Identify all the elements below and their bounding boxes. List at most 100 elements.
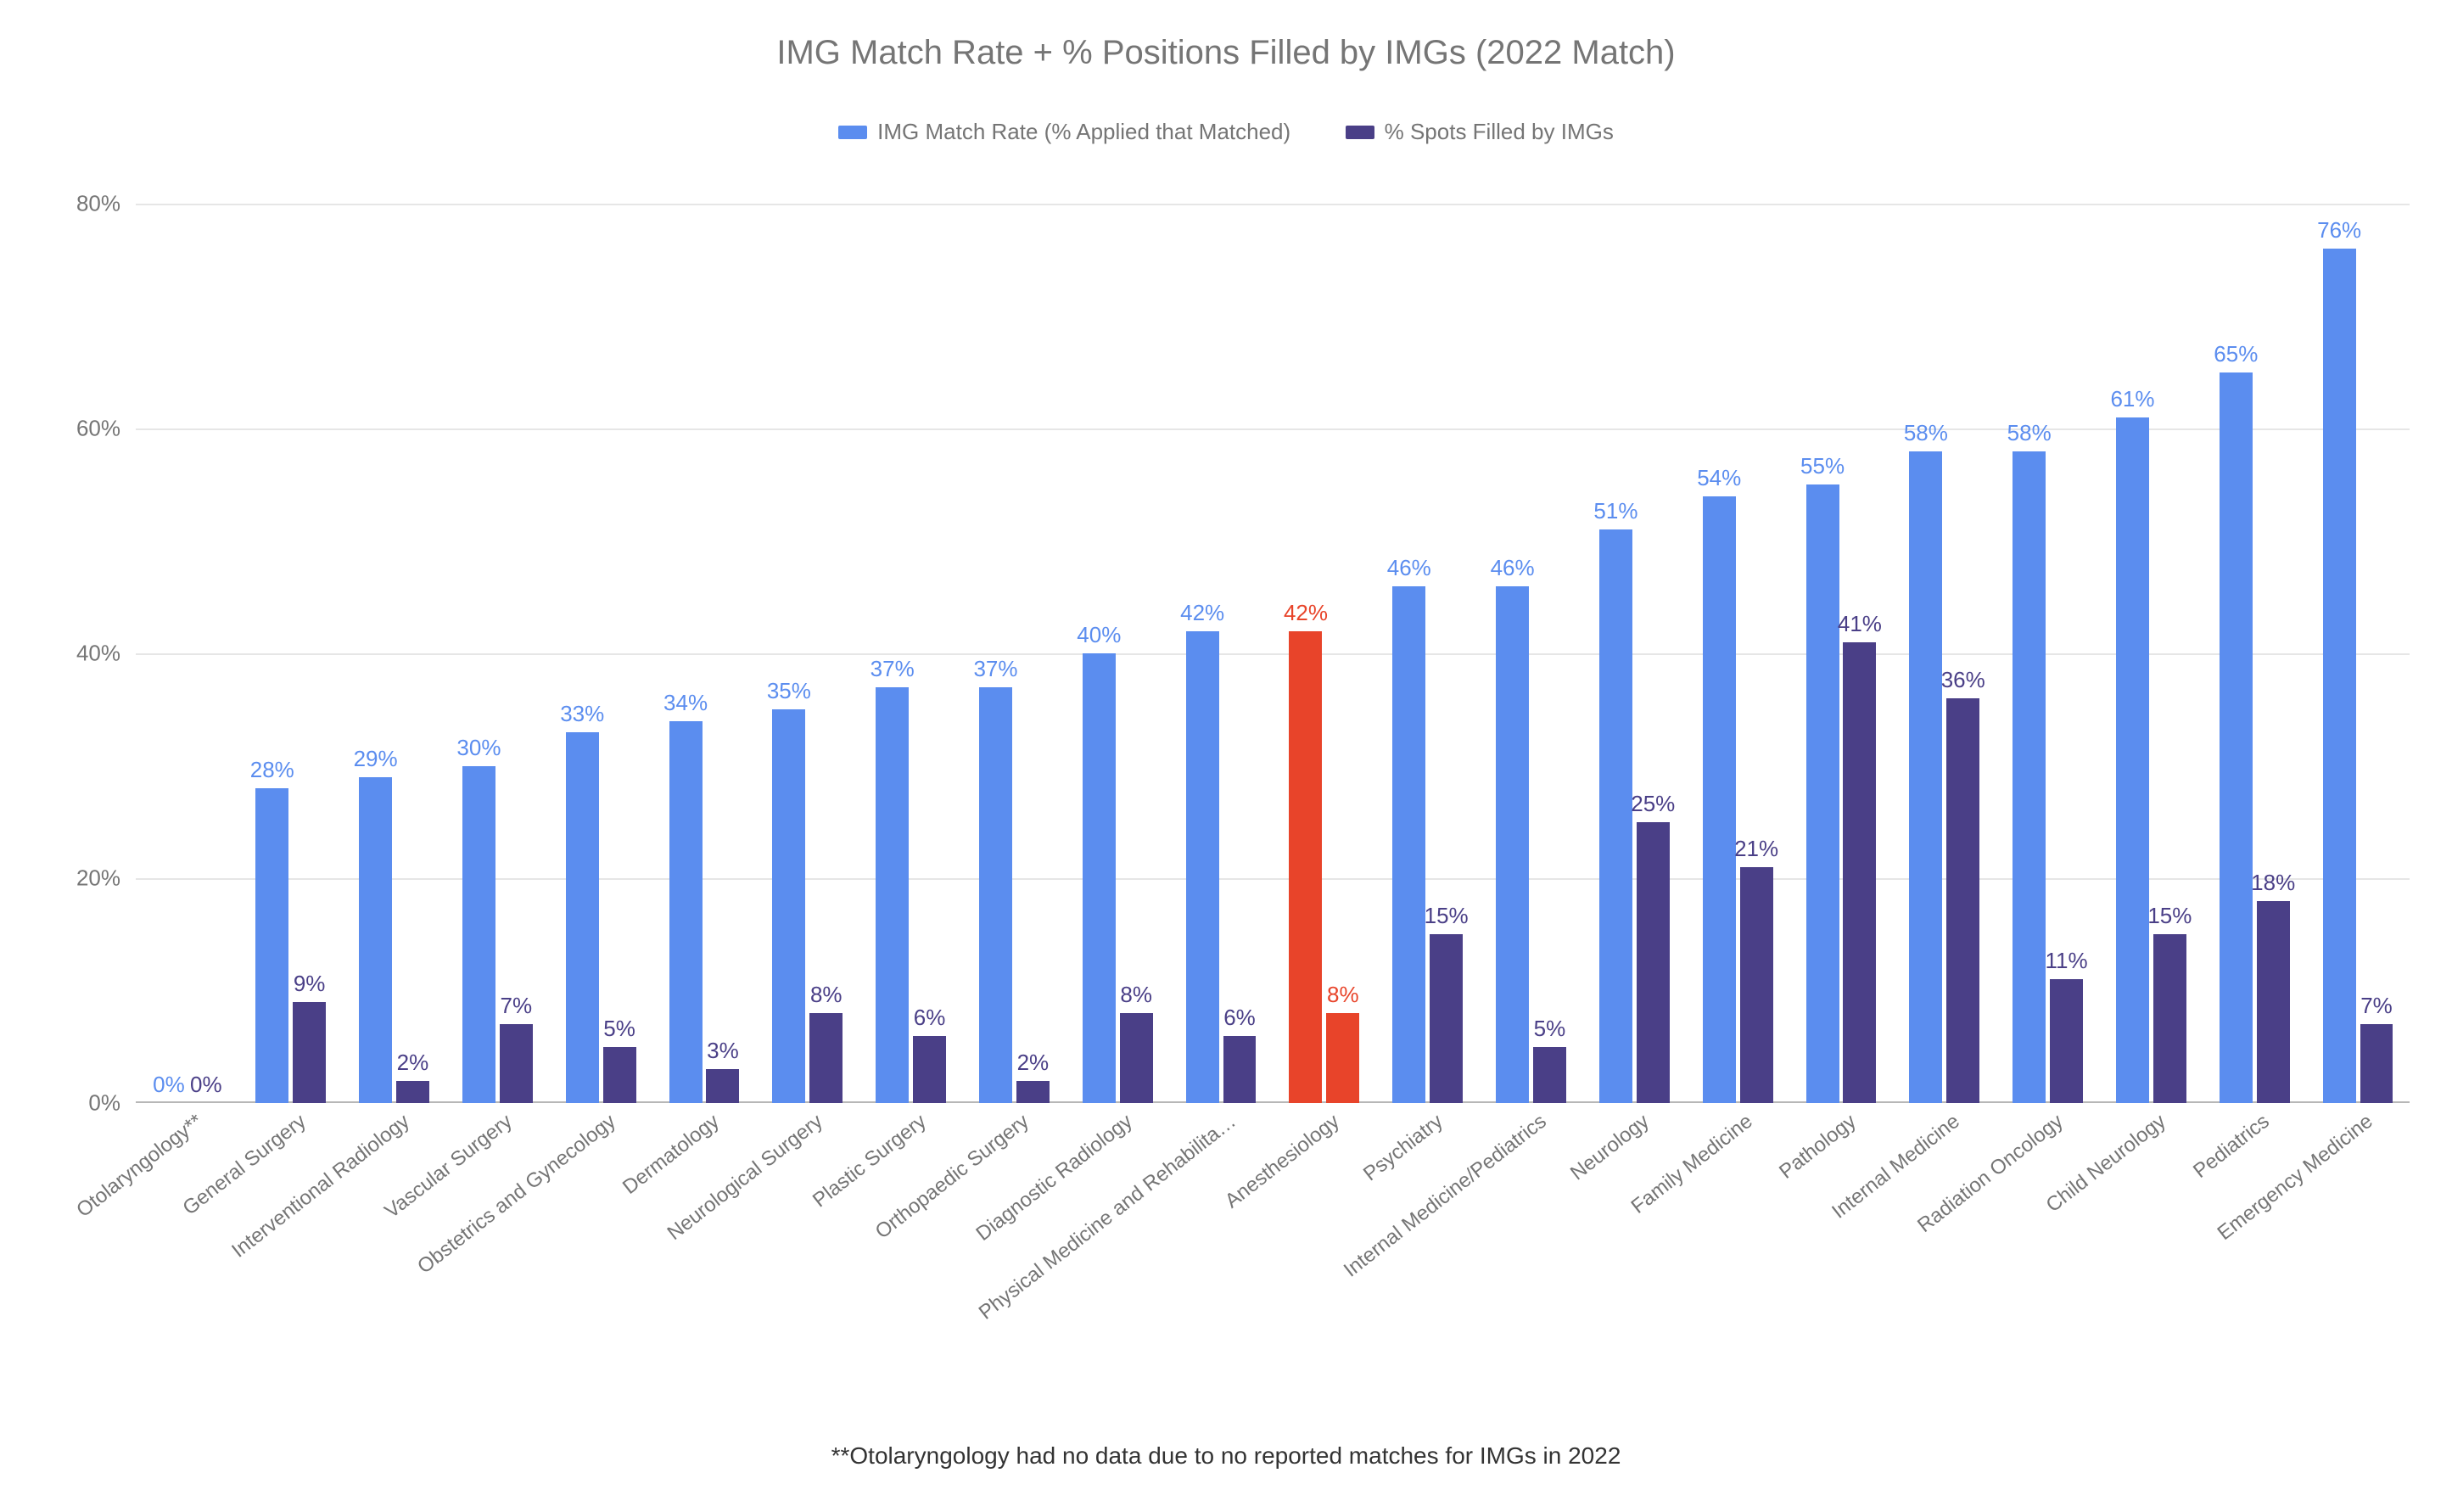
bar-value-label: 42% [1284,600,1328,631]
bar-spots-filled: 2% [1016,1081,1050,1104]
category-group: 46%5%Internal Medicine/Pediatrics [1480,204,1583,1103]
bar-spots-filled: 9% [293,1002,326,1103]
legend-label-match-rate: IMG Match Rate (% Applied that Matched) [877,119,1290,145]
category-group: 28%9%General Surgery [239,204,343,1103]
bar-value-label: 61% [2110,386,2154,417]
bar-match-rate: 46% [1392,586,1425,1104]
bar-spots-filled: 2% [396,1081,429,1104]
x-tick-label: Interventional Radiology [222,1103,414,1263]
bar-value-label: 8% [810,982,843,1013]
bar-spots-filled: 7% [500,1024,533,1103]
category-group: 37%6%Plastic Surgery [859,204,963,1103]
category-group: 29%2%Interventional Radiology [343,204,446,1103]
bar-value-label: 30% [456,735,501,766]
bar-spots-filled: 6% [1223,1036,1257,1104]
bar-value-label: 65% [2214,341,2258,372]
category-group: 46%15%Psychiatry [1376,204,1480,1103]
y-tick-label: 20% [76,865,136,892]
bar-value-label: 46% [1387,555,1431,586]
x-tick-label: Neurology [1561,1103,1654,1185]
bar-value-label: 25% [1631,791,1675,822]
bar-match-rate: 37% [876,687,909,1103]
bar-value-label: 40% [1077,622,1121,653]
legend-swatch-match-rate [838,126,867,139]
bar-spots-filled: 15% [1430,934,1463,1103]
bar-match-rate: 40% [1083,653,1116,1103]
bar-spots-filled: 5% [1533,1047,1566,1103]
bar-value-label: 0% [153,1072,185,1103]
bar-match-rate: 76% [2323,249,2356,1103]
bar-value-label: 36% [1941,667,1985,698]
bar-value-label: 15% [2147,903,2192,934]
legend: IMG Match Rate (% Applied that Matched) … [0,119,2452,145]
bar-match-rate: 34% [669,721,703,1104]
bar-value-label: 58% [1904,420,1948,451]
category-group: 35%8%Neurological Surgery [756,204,859,1103]
bar-spots-filled: 8% [809,1013,843,1103]
bar-spots-filled: 36% [1946,698,1979,1103]
bar-value-label: 29% [354,746,398,777]
y-tick-label: 80% [76,191,136,217]
bar-match-rate: 33% [566,732,599,1103]
bar-value-label: 37% [871,656,915,687]
bar-spots-filled: 21% [1740,867,1773,1103]
bar-value-label: 37% [973,656,1017,687]
y-tick-label: 0% [88,1090,136,1117]
category-group: 37%2%Orthopaedic Surgery [963,204,1066,1103]
category-group: 51%25%Neurology [1582,204,1686,1103]
bar-value-label: 54% [1697,465,1741,496]
bar-spots-filled: 8% [1326,1013,1359,1103]
legend-swatch-spots-filled [1346,126,1374,139]
bar-value-label: 7% [500,993,532,1024]
bar-match-rate: 58% [2013,451,2046,1104]
bar-value-label: 2% [397,1050,429,1081]
bar-match-rate: 61% [2116,417,2149,1103]
bar-match-rate: 37% [979,687,1012,1103]
bar-value-label: 35% [767,678,811,709]
bar-value-label: 76% [2317,217,2361,249]
bar-value-label: 0% [190,1072,222,1103]
bar-value-label: 9% [294,971,326,1002]
bar-match-rate: 42% [1289,631,1322,1104]
bar-value-label: 2% [1017,1050,1050,1081]
x-tick-label: Anesthesiology [1216,1103,1345,1213]
chart-footnote: **Otolaryngology had no data due to no r… [0,1442,2452,1470]
bar-match-rate: 35% [772,709,805,1103]
category-group: 33%5%Obstetrics and Gynecology [549,204,652,1103]
category-group: 0%0%Otolaryngology** [136,204,239,1103]
bar-spots-filled: 6% [913,1036,946,1104]
y-tick-label: 60% [76,416,136,442]
category-group: 61%15%Child Neurology [2100,204,2203,1103]
bar-spots-filled: 15% [2153,934,2186,1103]
bar-spots-filled: 41% [1843,642,1876,1103]
bar-value-label: 5% [1534,1016,1566,1047]
category-group: 40%8%Diagnostic Radiology [1066,204,1169,1103]
bar-value-label: 34% [663,690,708,721]
category-group: 54%21%Family Medicine [1686,204,1789,1103]
bar-spots-filled: 7% [2360,1024,2393,1103]
bar-match-rate: 28% [255,788,288,1103]
bar-match-rate: 65% [2220,372,2253,1103]
category-group: 42%8%Anesthesiology [1273,204,1376,1103]
y-tick-label: 40% [76,641,136,667]
bar-value-label: 58% [2007,420,2052,451]
bar-value-label: 21% [1734,836,1778,867]
bar-value-label: 3% [707,1038,739,1069]
bar-value-label: 41% [1838,611,1882,642]
category-group: 34%3%Dermatology [652,204,756,1103]
bar-value-label: 46% [1491,555,1535,586]
bar-match-rate: 58% [1909,451,1942,1104]
bar-value-label: 51% [1593,498,1637,529]
category-group: 65%18%Pediatrics [2203,204,2306,1103]
bar-spots-filled: 8% [1120,1013,1153,1103]
bar-value-label: 55% [1800,453,1845,484]
bar-value-label: 42% [1180,600,1224,631]
bar-match-rate: 54% [1703,496,1736,1104]
category-group: 58%11%Radiation Oncology [1996,204,2100,1103]
bar-value-label: 7% [2360,993,2393,1024]
bar-match-rate: 51% [1599,529,1632,1103]
bar-spots-filled: 3% [706,1069,739,1103]
legend-label-spots-filled: % Spots Filled by IMGs [1385,119,1614,145]
x-tick-label: Pathology [1770,1103,1861,1184]
bar-value-label: 18% [2251,870,2295,901]
